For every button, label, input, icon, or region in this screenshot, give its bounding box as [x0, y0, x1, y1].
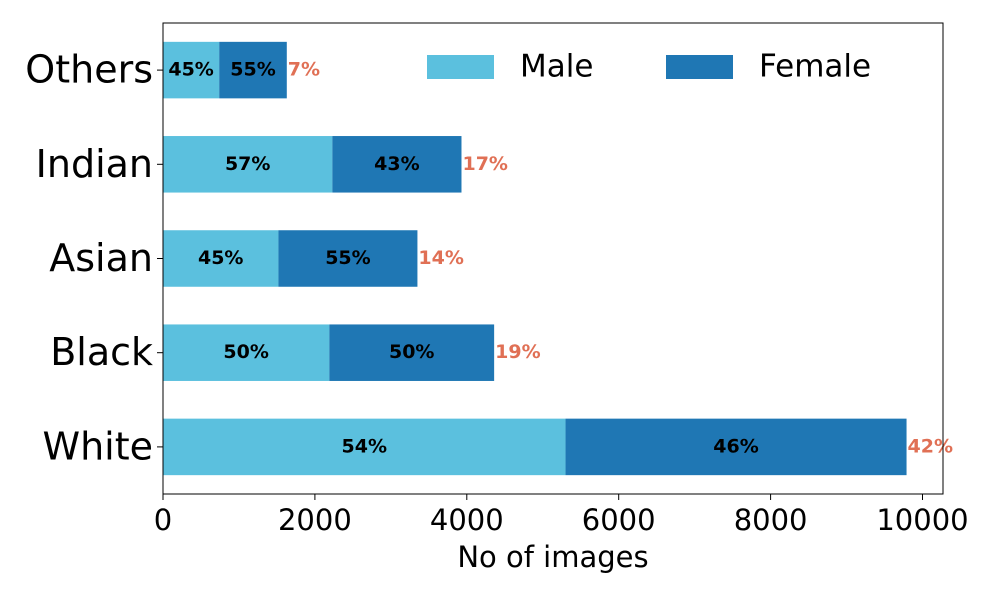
bar-segment	[219, 41, 287, 99]
share-label: 43%	[374, 153, 419, 175]
y-tick-label: Indian	[36, 142, 153, 186]
legend-label: Male	[520, 49, 593, 85]
x-axis-label: No of images	[457, 540, 648, 574]
total-label: 19%	[495, 341, 540, 363]
share-label: 46%	[713, 435, 758, 457]
x-tick-label: 2000	[278, 503, 352, 537]
share-label: 55%	[230, 59, 275, 81]
share-label: 54%	[342, 435, 387, 457]
share-label: 50%	[389, 341, 434, 363]
share-label: 45%	[198, 247, 243, 269]
legend-swatch	[427, 55, 494, 79]
bar-segment	[332, 136, 462, 193]
y-tick-label: Others	[25, 48, 153, 92]
legend-label: Female	[759, 49, 871, 85]
share-label: 50%	[223, 341, 268, 363]
y-tick-label: White	[43, 424, 154, 468]
x-tick-label: 8000	[734, 503, 808, 537]
bar-segment	[278, 230, 418, 287]
x-tick-label: 0	[154, 503, 172, 537]
x-tick-label: 4000	[430, 503, 504, 537]
share-label: 45%	[168, 59, 213, 81]
x-tick-label: 10000	[876, 503, 968, 537]
plot-frame	[162, 22, 944, 495]
bar-segment	[163, 136, 333, 193]
share-label: 55%	[325, 247, 370, 269]
total-label: 14%	[418, 247, 463, 269]
share-label: 57%	[225, 153, 270, 175]
bar-segment	[163, 230, 279, 287]
bar-segment	[163, 41, 220, 99]
bar-segment	[329, 324, 495, 381]
total-label: 7%	[288, 59, 320, 81]
bar-segment	[163, 324, 330, 381]
total-label: 17%	[462, 153, 507, 175]
legend-swatch	[666, 55, 733, 79]
total-label: 42%	[908, 435, 953, 457]
bar-segment	[565, 418, 907, 476]
y-tick-label: Black	[50, 330, 153, 374]
y-tick-label: Asian	[49, 236, 153, 280]
x-tick-label: 6000	[582, 503, 656, 537]
bar-segment	[163, 418, 566, 476]
